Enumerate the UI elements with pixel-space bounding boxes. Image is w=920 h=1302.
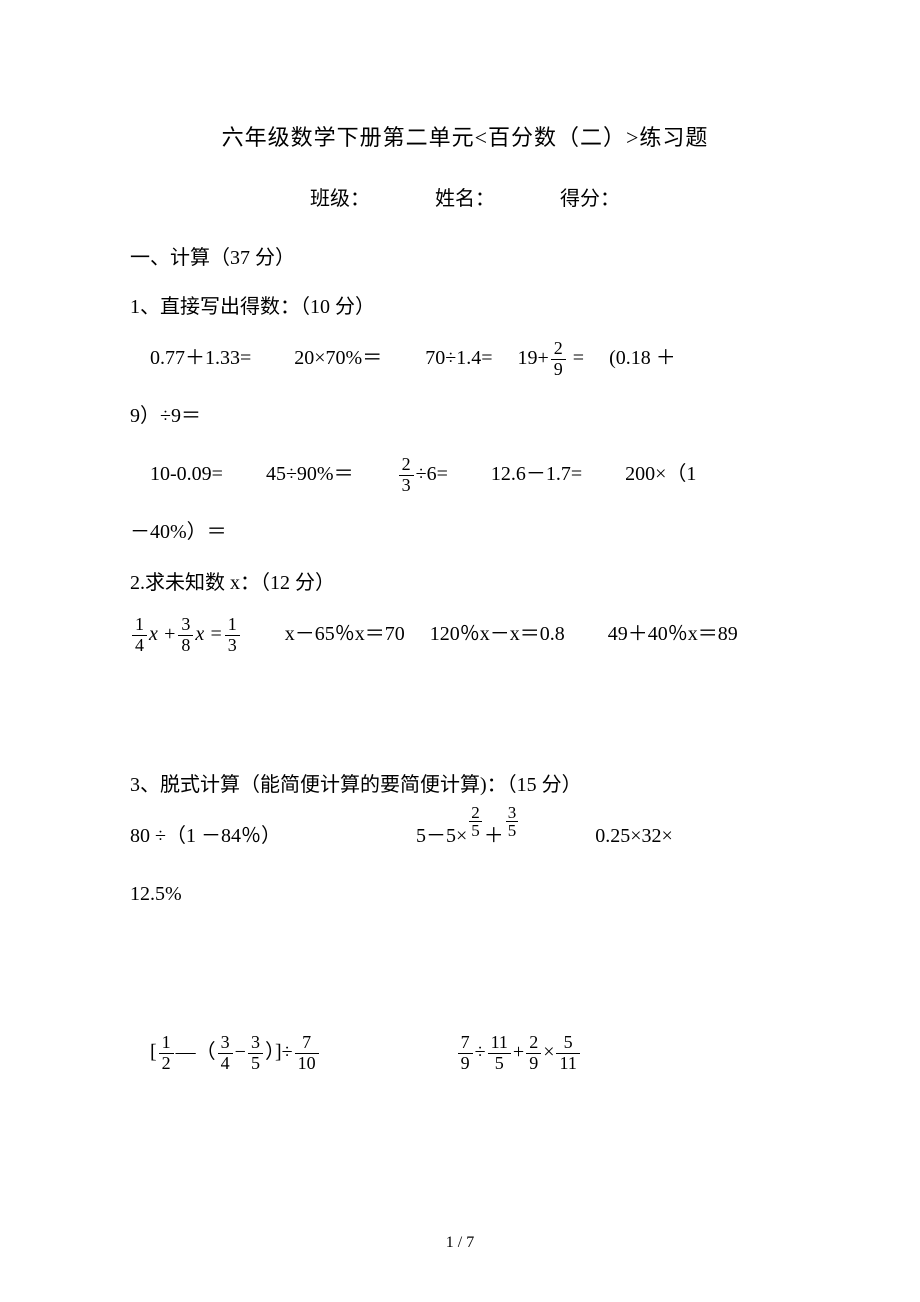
fraction: 29 [551, 339, 566, 380]
class-label: 班级： [310, 182, 370, 211]
fraction: 35 [248, 1033, 263, 1074]
problem-text: 5－5× [416, 825, 467, 847]
problem-text: 19+ [518, 347, 549, 369]
fraction: 38 [178, 615, 193, 656]
problem-text: ÷6= [416, 463, 448, 485]
problem-text: 12.5% [130, 883, 182, 905]
student-info-line: 班级： 姓名： 得分： [130, 182, 800, 211]
fraction: 14 [132, 615, 147, 656]
fraction: 35 [506, 804, 519, 839]
problem-text: ＋ [484, 825, 504, 847]
problem-text: x = [195, 623, 222, 645]
problem-text: 0.25×32× [595, 825, 673, 847]
fraction: 79 [458, 1033, 473, 1074]
problem-text: 49＋40％x＝89 [608, 623, 738, 645]
problem-text: 0.77＋1.33= [150, 347, 251, 369]
problem-text: x－65％x＝70 [285, 623, 405, 645]
problem-text: 120％x－x＝0.8 [430, 623, 565, 645]
fraction: 12 [159, 1033, 174, 1074]
problem-text: + [513, 1041, 524, 1063]
fraction: 25 [469, 804, 482, 839]
problem-text: 45÷90%＝ [266, 463, 354, 485]
worksheet-page: 六年级数学下册第二单元<百分数（二）>练习题 班级： 姓名： 得分： 一、计算（… [0, 0, 920, 1302]
problem-text: × [543, 1041, 554, 1063]
page-number: 1 / 7 [0, 1234, 920, 1252]
problem-text: ）]÷ [265, 1041, 293, 1063]
problem-text: 20×70%＝ [294, 347, 382, 369]
sub-3-heading: 3、脱式计算（能简便计算的要简便计算)：（15 分） [130, 768, 800, 797]
name-label: 姓名： [435, 182, 495, 211]
problem-text: 10-0.09= [150, 463, 223, 485]
problem-text: − [235, 1041, 246, 1063]
fraction: 115 [488, 1033, 511, 1074]
sub3-row2: [12—（34−35）]÷710 79÷115+29×511 [130, 1028, 800, 1076]
problem-text: ÷ [475, 1041, 486, 1063]
problem-text: 70÷1.4= [425, 347, 492, 369]
problem-text: 12.6－1.7= [491, 463, 582, 485]
problem-text: 200×（1 [625, 463, 696, 485]
sub1-row2b: －40%）＝ [130, 508, 800, 556]
problem-text: 80 ÷（1 －84％） [130, 825, 281, 847]
problem-text: = [568, 347, 584, 369]
problem-text: (0.18 ＋ [609, 347, 676, 369]
fraction: 23 [399, 455, 414, 496]
problem-text: x + [149, 623, 176, 645]
sub1-row2: 10-0.09= 45÷90%＝ 23÷6= 12.6－1.7= 200×（1 [130, 450, 800, 498]
problem-text: —（ [176, 1041, 216, 1063]
fraction: 34 [218, 1033, 233, 1074]
fraction: 511 [556, 1033, 579, 1074]
sub1-row1b: 9）÷9＝ [130, 392, 800, 440]
sub3-row1b: 12.5% [130, 870, 800, 918]
problem-text: 9）÷9＝ [130, 405, 201, 427]
fraction: 29 [526, 1033, 541, 1074]
sub-2-heading: 2.求未知数 x：（12 分） [130, 566, 800, 595]
problem-text: [ [150, 1041, 157, 1063]
sub2-row: 14x +38x =13 x－65％x＝70 120％x－x＝0.8 49＋40… [130, 610, 800, 658]
fraction: 13 [225, 615, 240, 656]
worksheet-title: 六年级数学下册第二单元<百分数（二）>练习题 [130, 120, 800, 152]
sub1-row1: 0.77＋1.33= 20×70%＝ 70÷1.4= 19+29 = (0.18… [130, 334, 800, 382]
sub-1-heading: 1、直接写出得数：（10 分） [130, 290, 800, 319]
score-label: 得分： [560, 182, 620, 211]
sub3-row1: 80 ÷（1 －84％） 5－5×25＋35 0.25×32× [130, 812, 800, 860]
fraction: 710 [295, 1033, 319, 1074]
problem-text: －40%）＝ [130, 521, 227, 543]
section-1-heading: 一、计算（37 分） [130, 241, 800, 270]
